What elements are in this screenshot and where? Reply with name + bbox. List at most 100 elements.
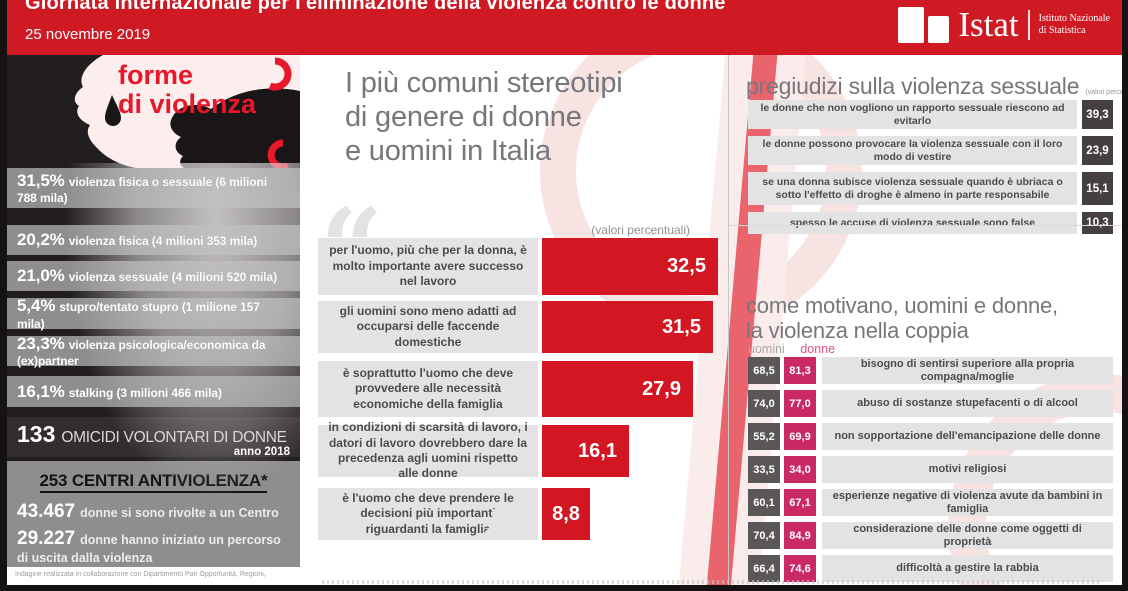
centers-title: 253 CENTRI ANTIVIOLENZA*: [17, 471, 290, 493]
stereotype-row: gli uomini sono meno adatti ad occuparsi…: [318, 301, 713, 353]
stereotype-bar: 16,1: [542, 425, 629, 477]
couple-row: 66,4 74,6 difficoltà a gestire la rabbia: [748, 555, 1113, 582]
antiviolence-centers-block: 253 CENTRI ANTIVIOLENZA* 43.467 donne si …: [7, 461, 300, 567]
couple-row: 60,1 67,1 esperienze negative di violenz…: [748, 489, 1113, 516]
page-title: Giornata internazionale per l'eliminazio…: [25, 0, 726, 14]
prejudice-value: 39,3: [1082, 100, 1113, 130]
prejudice-label: le donne che non vogliono un rapporto se…: [748, 100, 1077, 130]
stat-value: 16,1%: [17, 381, 65, 401]
date-label: 25 novembre 2019: [25, 26, 151, 43]
couple-row: 33,5 34,0 motivi religiosi: [748, 456, 1113, 483]
prejudices-title: pregiudizi sulla violenza sessuale (valor…: [746, 73, 1128, 100]
prejudice-label: spesso le accuse di violenza sessuale so…: [748, 212, 1077, 235]
stat-band: 20,2% violenza fisica (4 milioni 353 mila…: [7, 225, 300, 255]
women-value: 77,0: [784, 390, 816, 417]
unit-note: (valori percentuali): [591, 223, 690, 237]
centers-stat-value: 43.467: [17, 501, 76, 522]
istat-logo-mark-icon: [898, 7, 950, 43]
sidebar-title: forme di violenza: [118, 60, 257, 119]
couple-row: 70,4 84,9 considerazione delle donne com…: [748, 522, 1113, 549]
stereotype-row: è l'uomo che deve prendere le decisioni …: [318, 488, 590, 540]
men-value: 68,5: [748, 357, 780, 384]
stereotype-bar: 8,8: [542, 488, 590, 540]
women-value: 81,3: [784, 357, 816, 384]
centers-stat-label: donne si sono rivolte a un Centro: [80, 506, 279, 520]
istat-brand-name: Istat: [958, 5, 1019, 44]
header-bar: Giornata internazionale per l'eliminazio…: [7, 0, 1122, 55]
men-value: 74,0: [748, 390, 780, 417]
men-value: 66,4: [748, 555, 780, 582]
stat-value: 23,3%: [17, 333, 65, 353]
stereotype-label: in condizioni di scarsità di lavoro, i d…: [318, 420, 538, 480]
centers-stat: 29.227 donne hanno iniziato un percorso d…: [17, 527, 290, 566]
stat-band: 23,3% violenza psicologica/economica da (…: [7, 333, 300, 368]
stat-band: 5,4% stupro/tentato stupro (1 milione 157…: [7, 296, 300, 331]
men-value: 33,5: [748, 456, 780, 483]
women-value: 67,1: [784, 489, 816, 516]
couple-label: bisogno di sentirsi superiore alla propr…: [822, 357, 1113, 384]
stat-value: 5,4%: [17, 296, 56, 316]
prejudices-rows: le donne che non vogliono un rapporto se…: [748, 100, 1113, 241]
stereotype-bar: 27,9: [542, 361, 693, 417]
women-value: 74,6: [784, 555, 816, 582]
homicides-year: anno 2018: [233, 446, 290, 458]
men-value: 60,1: [748, 489, 780, 516]
stereotype-bar: 31,5: [542, 301, 713, 353]
couple-label: abuso di sostanze stupefacenti o di alco…: [822, 390, 1113, 417]
legend-men: uomini: [748, 342, 785, 356]
clipped-source-text: [322, 580, 1102, 584]
stat-band: 31,5% violenza fisica o sessuale (6 milio…: [7, 168, 300, 208]
prejudice-value: 10,3: [1082, 212, 1113, 235]
prejudice-row: le donne possono provocare la violenza s…: [748, 136, 1113, 166]
tear-icon: [105, 95, 121, 126]
woman-silhouette-icon: [74, 55, 300, 171]
frame-right: [1122, 0, 1128, 591]
stereotype-label: è soprattutto l'uomo che deve provvedere…: [318, 361, 538, 417]
right-column: pregiudizi sulla violenza sessuale (valor…: [728, 55, 1128, 588]
istat-logo: Istat Istituto Nazionale di Statistica: [898, 5, 1110, 45]
stereotype-row: è soprattutto l'uomo che deve provvedere…: [318, 361, 693, 417]
homicides-value: 133: [17, 421, 56, 447]
red-swirl-top-icon: [268, 57, 292, 91]
couple-label: non sopportazione dell'emancipazione del…: [822, 423, 1113, 450]
prejudice-label: le donne possono provocare la violenza s…: [748, 136, 1077, 166]
homicides-label: OMICIDI VOLONTARI DI DONNE: [61, 429, 287, 446]
survey-footnote: Indagine realizzata in collaborazione co…: [7, 567, 300, 585]
column-divider: [728, 55, 729, 585]
couple-row: 55,2 69,9 non sopportazione dell'emancip…: [748, 423, 1113, 450]
woman-silhouette-illustration: [7, 55, 300, 171]
hand-icon: [170, 88, 300, 170]
centers-stat: 43.467 donne si sono rivolte a un Centro: [17, 500, 290, 524]
logo-divider: [1027, 10, 1030, 40]
stereotypes-section: I più comuni stereotipi di genere di don…: [300, 55, 728, 591]
prejudice-row: spesso le accuse di violenza sessuale so…: [748, 212, 1113, 235]
stat-label: violenza fisica (4 milioni 353 mila): [68, 234, 258, 249]
couple-row: 68,5 81,3 bisogno di sentirsi superiore …: [748, 357, 1113, 384]
stereotype-label: gli uomini sono meno adatti ad occuparsi…: [318, 301, 538, 353]
women-value: 34,0: [784, 456, 816, 483]
couple-rows: 68,5 81,3 bisogno di sentirsi superiore …: [748, 357, 1113, 588]
stat-value: 21,0%: [17, 266, 65, 286]
couple-legend: uomini donne: [748, 342, 835, 356]
istat-subtitle: Istituto Nazionale di Statistica: [1038, 13, 1110, 36]
stereotype-bar: 32,5: [542, 238, 718, 295]
men-value: 55,2: [748, 423, 780, 450]
stat-label: stalking (3 milioni 466 mila): [68, 385, 222, 400]
couple-label: considerazione delle donne come oggetti …: [822, 522, 1113, 549]
close-quote-icon: ”: [478, 486, 542, 591]
stereotype-row: in condizioni di scarsità di lavoro, i d…: [318, 420, 629, 480]
couple-label: difficoltà a gestire la rabbia: [822, 555, 1113, 582]
couple-title: come motivano, uomini e donne, la violen…: [746, 293, 1058, 343]
couple-label: motivi religiosi: [822, 456, 1113, 483]
stat-value: 31,5%: [17, 170, 65, 190]
stereotypes-title: I più comuni stereotipi di genere di don…: [345, 67, 623, 167]
frame-left: [0, 0, 7, 591]
women-value: 69,9: [784, 423, 816, 450]
women-value: 84,9: [784, 522, 816, 549]
stat-label: violenza sessuale (4 milioni 520 mila): [68, 270, 277, 285]
section-divider: [728, 225, 1122, 226]
sidebar-forme-di-violenza: forme di violenza 31,5% violenza fisica o…: [7, 55, 300, 585]
homicides-band: 133 OMICIDI VOLONTARI DI DONNE anno 2018: [7, 417, 300, 458]
unit-note: (valori percentuali): [1085, 87, 1128, 96]
